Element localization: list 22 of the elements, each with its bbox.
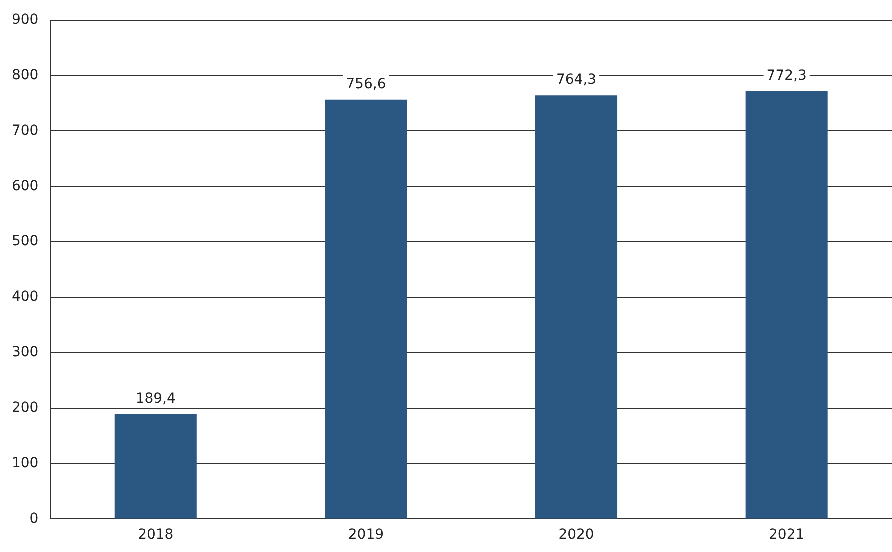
y-tick-label: 800 [12,67,39,84]
x-tick-label: 2021 [769,527,805,544]
x-tick-label: 2018 [138,527,174,544]
y-tick-label: 200 [12,400,39,416]
y-tick-label: 600 [12,178,39,194]
y-tick-label: 400 [12,289,39,306]
data-label: 764,3 [556,72,597,88]
bar [536,96,618,519]
x-tick-label: 2019 [348,527,384,544]
y-tick-label: 500 [12,234,39,250]
x-tick-label: 2020 [558,527,594,544]
data-label: 189,4 [136,390,176,407]
y-tick-label: 700 [12,122,39,139]
bar [746,91,828,519]
y-tick-label: 300 [12,344,39,361]
data-label: 772,3 [766,68,807,84]
bar [325,100,408,519]
bar [114,414,197,519]
y-tick-label: 100 [12,455,39,472]
y-tick-label: 900 [12,12,39,28]
data-label: 756,6 [346,76,386,93]
y-tick-label: 0 [30,510,39,527]
